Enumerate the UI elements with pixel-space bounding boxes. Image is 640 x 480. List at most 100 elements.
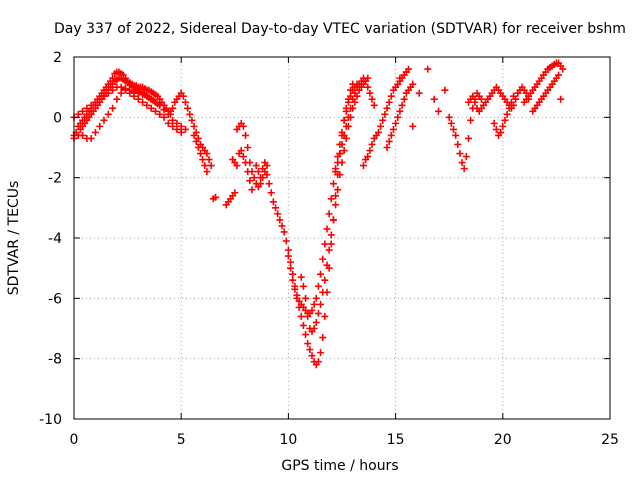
data-point: [169, 116, 177, 124]
data-point: [272, 204, 280, 212]
data-point: [392, 119, 400, 127]
data-point: [368, 95, 376, 103]
data-point: [385, 137, 393, 145]
data-point: [323, 225, 331, 233]
data-point: [377, 122, 385, 130]
data-point: [299, 321, 307, 329]
data-point: [342, 107, 350, 115]
data-point: [104, 110, 112, 118]
data-point: [332, 168, 340, 176]
x-tick-label: 20: [494, 432, 512, 448]
data-point: [359, 162, 367, 170]
data-point: [278, 222, 286, 230]
data-point: [239, 153, 247, 161]
data-point: [177, 128, 185, 136]
data-point: [134, 95, 142, 103]
data-point: [242, 131, 250, 139]
data-point: [276, 216, 284, 224]
data-point: [250, 174, 258, 182]
data-point: [368, 140, 376, 148]
data-point: [184, 104, 192, 112]
data-point: [334, 186, 342, 194]
data-point: [319, 255, 327, 263]
data-point: [317, 270, 325, 278]
series-arc-i: [252, 80, 357, 369]
data-point: [383, 104, 391, 112]
data-point: [557, 95, 565, 103]
data-point: [246, 177, 254, 185]
series-arc-s: [529, 71, 565, 115]
data-point: [505, 104, 513, 112]
data-point: [267, 189, 275, 197]
series-arc-d: [76, 74, 164, 133]
data-point: [160, 106, 168, 114]
data-point: [310, 300, 318, 308]
data-point: [323, 261, 331, 269]
chart-title: Day 337 of 2022, Sidereal Day-to-day VTE…: [54, 21, 626, 37]
data-point: [441, 86, 449, 94]
series-iso-1: [209, 189, 239, 209]
data-point: [117, 89, 125, 97]
data-point: [308, 352, 316, 360]
data-point: [325, 210, 333, 218]
ticks-layer: 0 5 10 15 20 25 -10 -8 -6 -4 -2 0 2: [39, 50, 619, 448]
data-point: [449, 125, 457, 133]
series-arc-p: [464, 83, 533, 115]
data-point: [349, 95, 357, 103]
data-point: [109, 104, 117, 112]
data-point: [340, 116, 348, 124]
y-tick-label: 2: [53, 50, 62, 66]
data-point: [314, 282, 322, 290]
data-point: [126, 89, 134, 97]
data-point: [282, 237, 290, 245]
data-point: [91, 128, 99, 136]
data-point: [394, 113, 402, 121]
data-point: [327, 240, 335, 248]
data-point: [336, 150, 344, 158]
data-point: [325, 246, 333, 254]
data-point: [160, 113, 168, 121]
data-point: [387, 131, 395, 139]
data-point: [460, 165, 468, 173]
data-point: [233, 162, 241, 170]
data-point: [389, 125, 397, 133]
data-point: [203, 150, 211, 158]
data-point: [254, 168, 262, 176]
data-point: [458, 159, 466, 167]
data-point: [327, 195, 335, 203]
data-point: [344, 113, 352, 121]
data-point: [374, 128, 382, 136]
data-point: [510, 92, 518, 100]
data-point: [312, 318, 320, 326]
data-point: [342, 122, 350, 130]
data-point: [181, 125, 189, 133]
data-point: [366, 147, 374, 155]
data-point: [79, 131, 87, 139]
data-point: [329, 216, 337, 224]
data-point: [121, 86, 129, 94]
data-point: [467, 116, 475, 124]
data-point: [257, 180, 265, 188]
data-point: [321, 276, 329, 284]
data-point: [332, 192, 340, 200]
data-point: [477, 95, 485, 103]
series-arc-o: [445, 89, 485, 173]
series-arc-c: [70, 86, 185, 142]
data-point: [319, 334, 327, 342]
data-point: [454, 140, 462, 148]
data-point: [336, 171, 344, 179]
marks-layer: [70, 59, 567, 369]
data-point: [156, 110, 164, 118]
data-point: [164, 119, 172, 127]
data-point: [169, 122, 177, 130]
data-point: [340, 131, 348, 139]
data-point: [456, 150, 464, 158]
data-point: [317, 349, 325, 357]
grid-layer: [74, 57, 610, 419]
data-point: [314, 309, 322, 317]
data-point: [190, 131, 198, 139]
y-tick-label: -10: [39, 412, 62, 428]
data-point: [434, 107, 442, 115]
data-point: [143, 101, 151, 109]
